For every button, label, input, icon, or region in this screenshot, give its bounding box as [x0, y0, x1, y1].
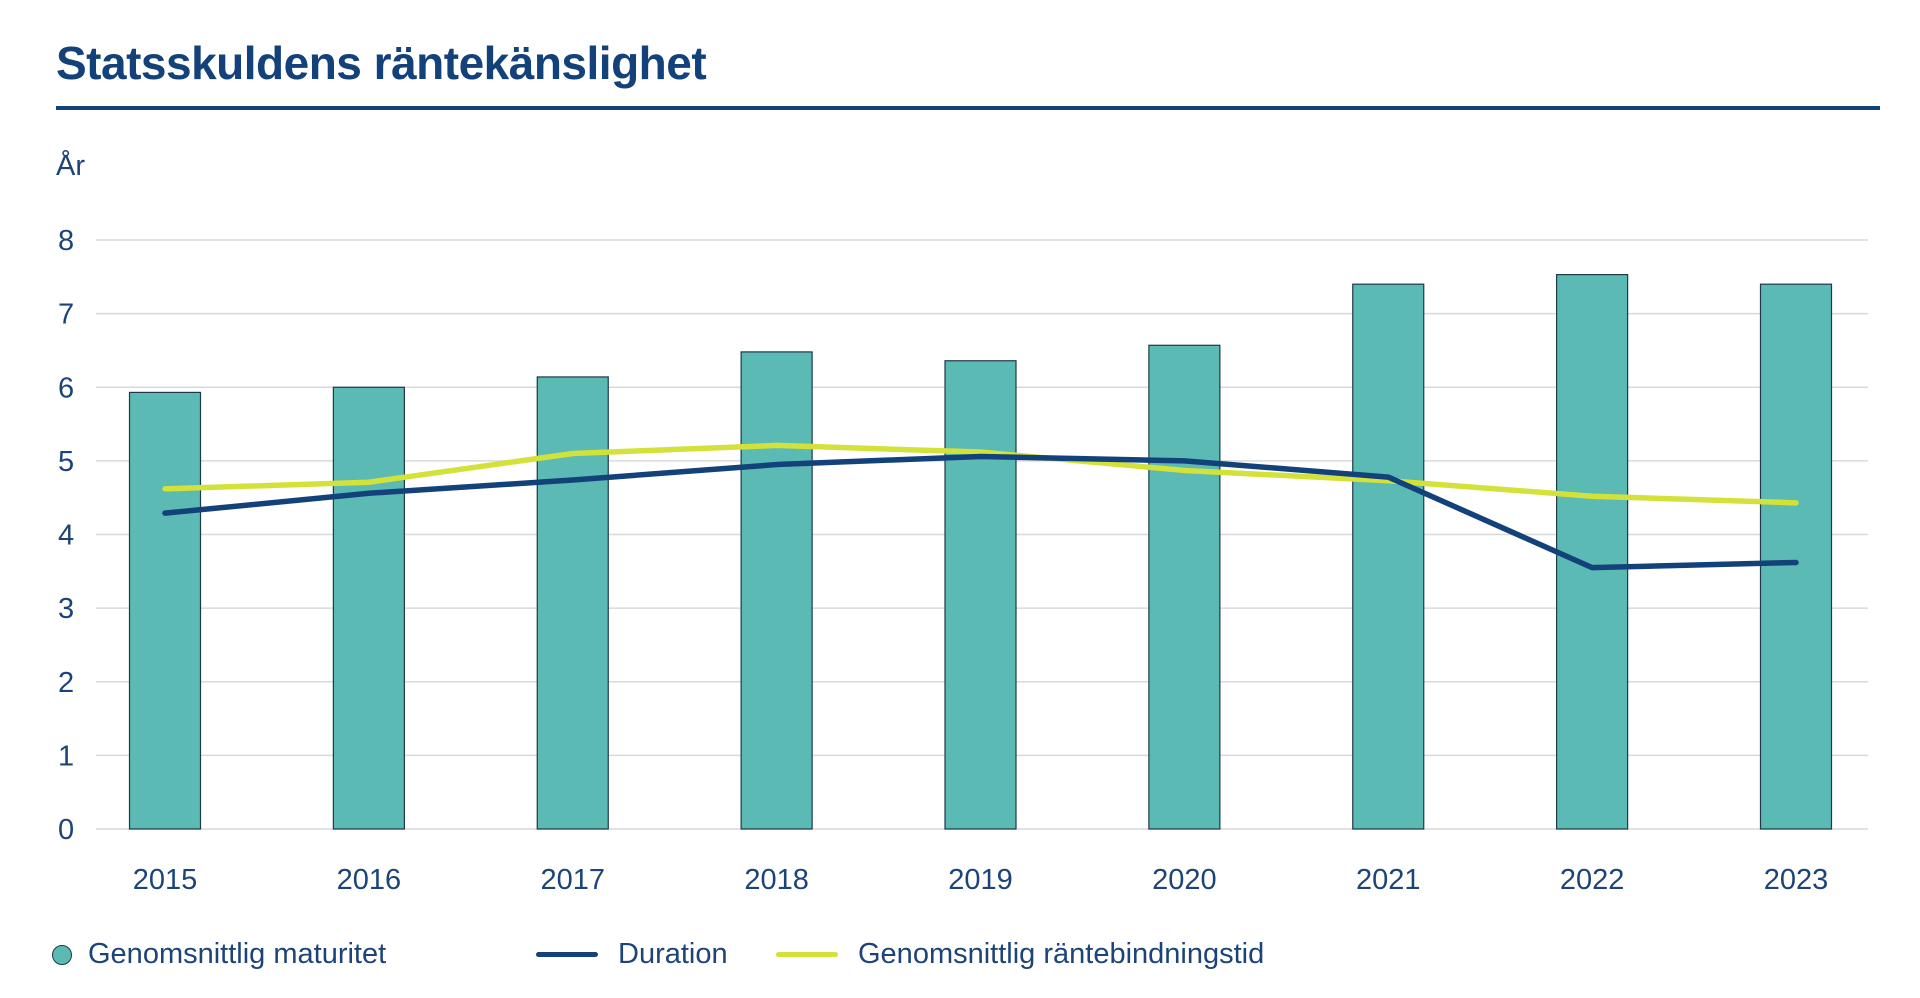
legend-item-duration: Duration [536, 938, 728, 971]
y-tick-label: 6 [58, 372, 74, 404]
y-axis-unit-label: År [56, 150, 85, 182]
x-tick-label: 2018 [744, 864, 809, 896]
legend-item-rantebindningstid: Genomsnittlig räntebindningstid [776, 938, 1264, 971]
y-tick-labels: 0 1 2 3 4 5 6 7 8 [58, 225, 74, 846]
legend-marker-rantebindningstid [776, 952, 838, 957]
y-tick-label: 5 [58, 446, 74, 478]
x-tick-label: 2017 [540, 864, 605, 896]
legend: Genomsnittlig maturitet Duration Genomsn… [0, 938, 1920, 978]
legend-label-rantebindningstid: Genomsnittlig räntebindningstid [858, 938, 1265, 970]
x-tick-label: 2019 [948, 864, 1013, 896]
bar-2022 [1556, 274, 1629, 830]
legend-label-maturitet: Genomsnittlig maturitet [88, 938, 387, 970]
legend-label-duration: Duration [618, 938, 728, 970]
x-tick-label: 2020 [1152, 864, 1217, 896]
bar-2020 [1148, 344, 1221, 830]
legend-item-maturitet: Genomsnittlig maturitet [52, 938, 386, 971]
legend-marker-maturitet [52, 944, 72, 965]
y-tick-label: 1 [58, 740, 74, 772]
y-tick-label: 4 [58, 520, 74, 552]
series-lines [162, 442, 1799, 571]
bar-2021 [1352, 283, 1425, 830]
y-tick-label: 8 [58, 225, 74, 257]
bars [128, 274, 1833, 830]
bar-2017 [536, 376, 609, 830]
bar-2015 [128, 391, 202, 830]
x-tick-label: 2021 [1356, 864, 1421, 896]
y-tick-label: 0 [58, 814, 74, 846]
y-tick-label: 7 [58, 299, 74, 331]
x-tick-label: 2023 [1764, 864, 1829, 896]
y-tick-label: 2 [58, 667, 74, 699]
y-tick-label: 3 [58, 593, 74, 625]
legend-marker-duration [536, 952, 598, 957]
title-rule [56, 106, 1880, 110]
bar-2023 [1759, 283, 1833, 830]
bar-2018 [740, 351, 813, 830]
x-tick-labels: 2015 2016 2017 2018 2019 2020 2021 2022 2023 [133, 864, 1829, 896]
chart-title: Statsskuldens räntekänslighet [56, 37, 707, 89]
bar-2019 [944, 360, 1017, 830]
x-tick-label: 2016 [337, 864, 402, 896]
x-tick-label: 2022 [1560, 864, 1625, 896]
x-tick-label: 2015 [133, 864, 198, 896]
bar-2016 [332, 386, 405, 830]
